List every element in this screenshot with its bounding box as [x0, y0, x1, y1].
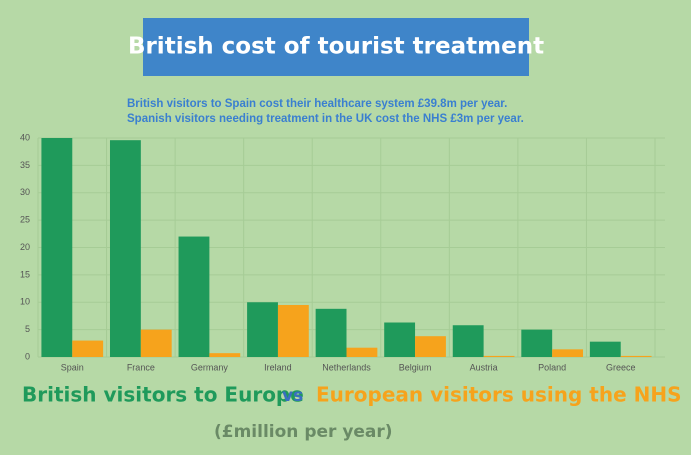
legend-label: European visitors using the NHS — [316, 383, 682, 407]
chart-title: British cost of tourist treatment — [128, 34, 544, 60]
y-tick-label: 35 — [20, 160, 30, 170]
y-tick-label: 20 — [20, 242, 30, 252]
x-tick-label: Belgium — [399, 362, 432, 372]
bar — [277, 304, 309, 357]
bar — [415, 336, 446, 357]
bar — [109, 140, 141, 357]
bar — [41, 138, 73, 357]
x-tick-label: Germany — [191, 362, 229, 372]
x-tick-label: Netherlands — [322, 362, 371, 372]
y-tick-label: 30 — [20, 187, 30, 197]
bar — [140, 329, 172, 357]
x-tick-label: Austria — [470, 362, 498, 372]
x-tick-label: Spain — [61, 362, 84, 372]
x-tick-label: Greece — [606, 362, 636, 372]
y-tick-label: 5 — [25, 324, 30, 334]
y-tick-label: 0 — [25, 351, 30, 361]
bar — [552, 349, 584, 357]
title-box — [143, 18, 529, 76]
bar — [452, 325, 484, 357]
bar — [247, 302, 278, 357]
bar — [315, 308, 347, 357]
x-tick-label: Poland — [538, 362, 566, 372]
subtitle: Spanish visitors needing treatment in th… — [127, 113, 524, 125]
bar — [384, 322, 416, 357]
y-tick-label: 10 — [20, 297, 30, 307]
bar — [521, 329, 553, 357]
bar — [589, 341, 621, 357]
y-tick-label: 40 — [20, 132, 30, 142]
subtitle: British visitors to Spain cost their hea… — [127, 98, 507, 110]
y-tick-label: 25 — [20, 215, 30, 225]
bar — [483, 355, 515, 357]
y-tick-label: 15 — [20, 269, 30, 279]
bar — [72, 340, 104, 357]
bar — [209, 353, 241, 357]
legend-joiner: vs — [282, 386, 303, 406]
bar — [346, 347, 378, 357]
legend-label: British visitors to Europe — [22, 383, 304, 407]
bar — [178, 236, 210, 357]
x-tick-label: Ireland — [264, 362, 292, 372]
x-tick-label: France — [127, 362, 155, 372]
bar — [620, 355, 652, 357]
unit-note: (£million per year) — [214, 422, 393, 442]
